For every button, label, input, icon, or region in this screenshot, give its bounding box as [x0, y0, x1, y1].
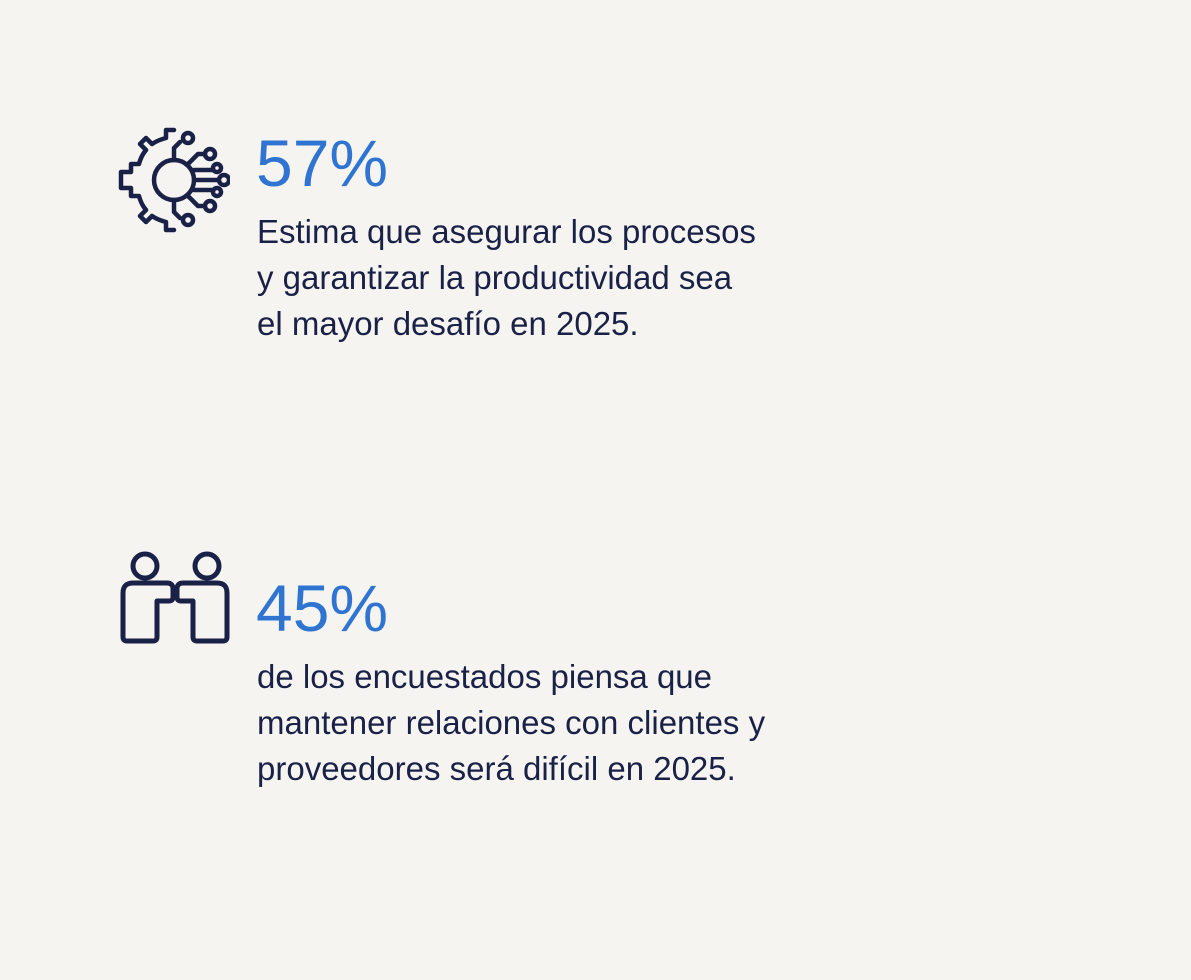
two-people-icon: [119, 551, 231, 645]
stat-description: de los encuestados piensa que mantener r…: [257, 658, 766, 787]
stat-percent: 57%: [256, 126, 389, 200]
stat-description: Estima que asegurar los procesos y garan…: [257, 213, 756, 342]
stat-percent: 45%: [256, 571, 389, 645]
gear-circuit-icon: [118, 124, 230, 236]
